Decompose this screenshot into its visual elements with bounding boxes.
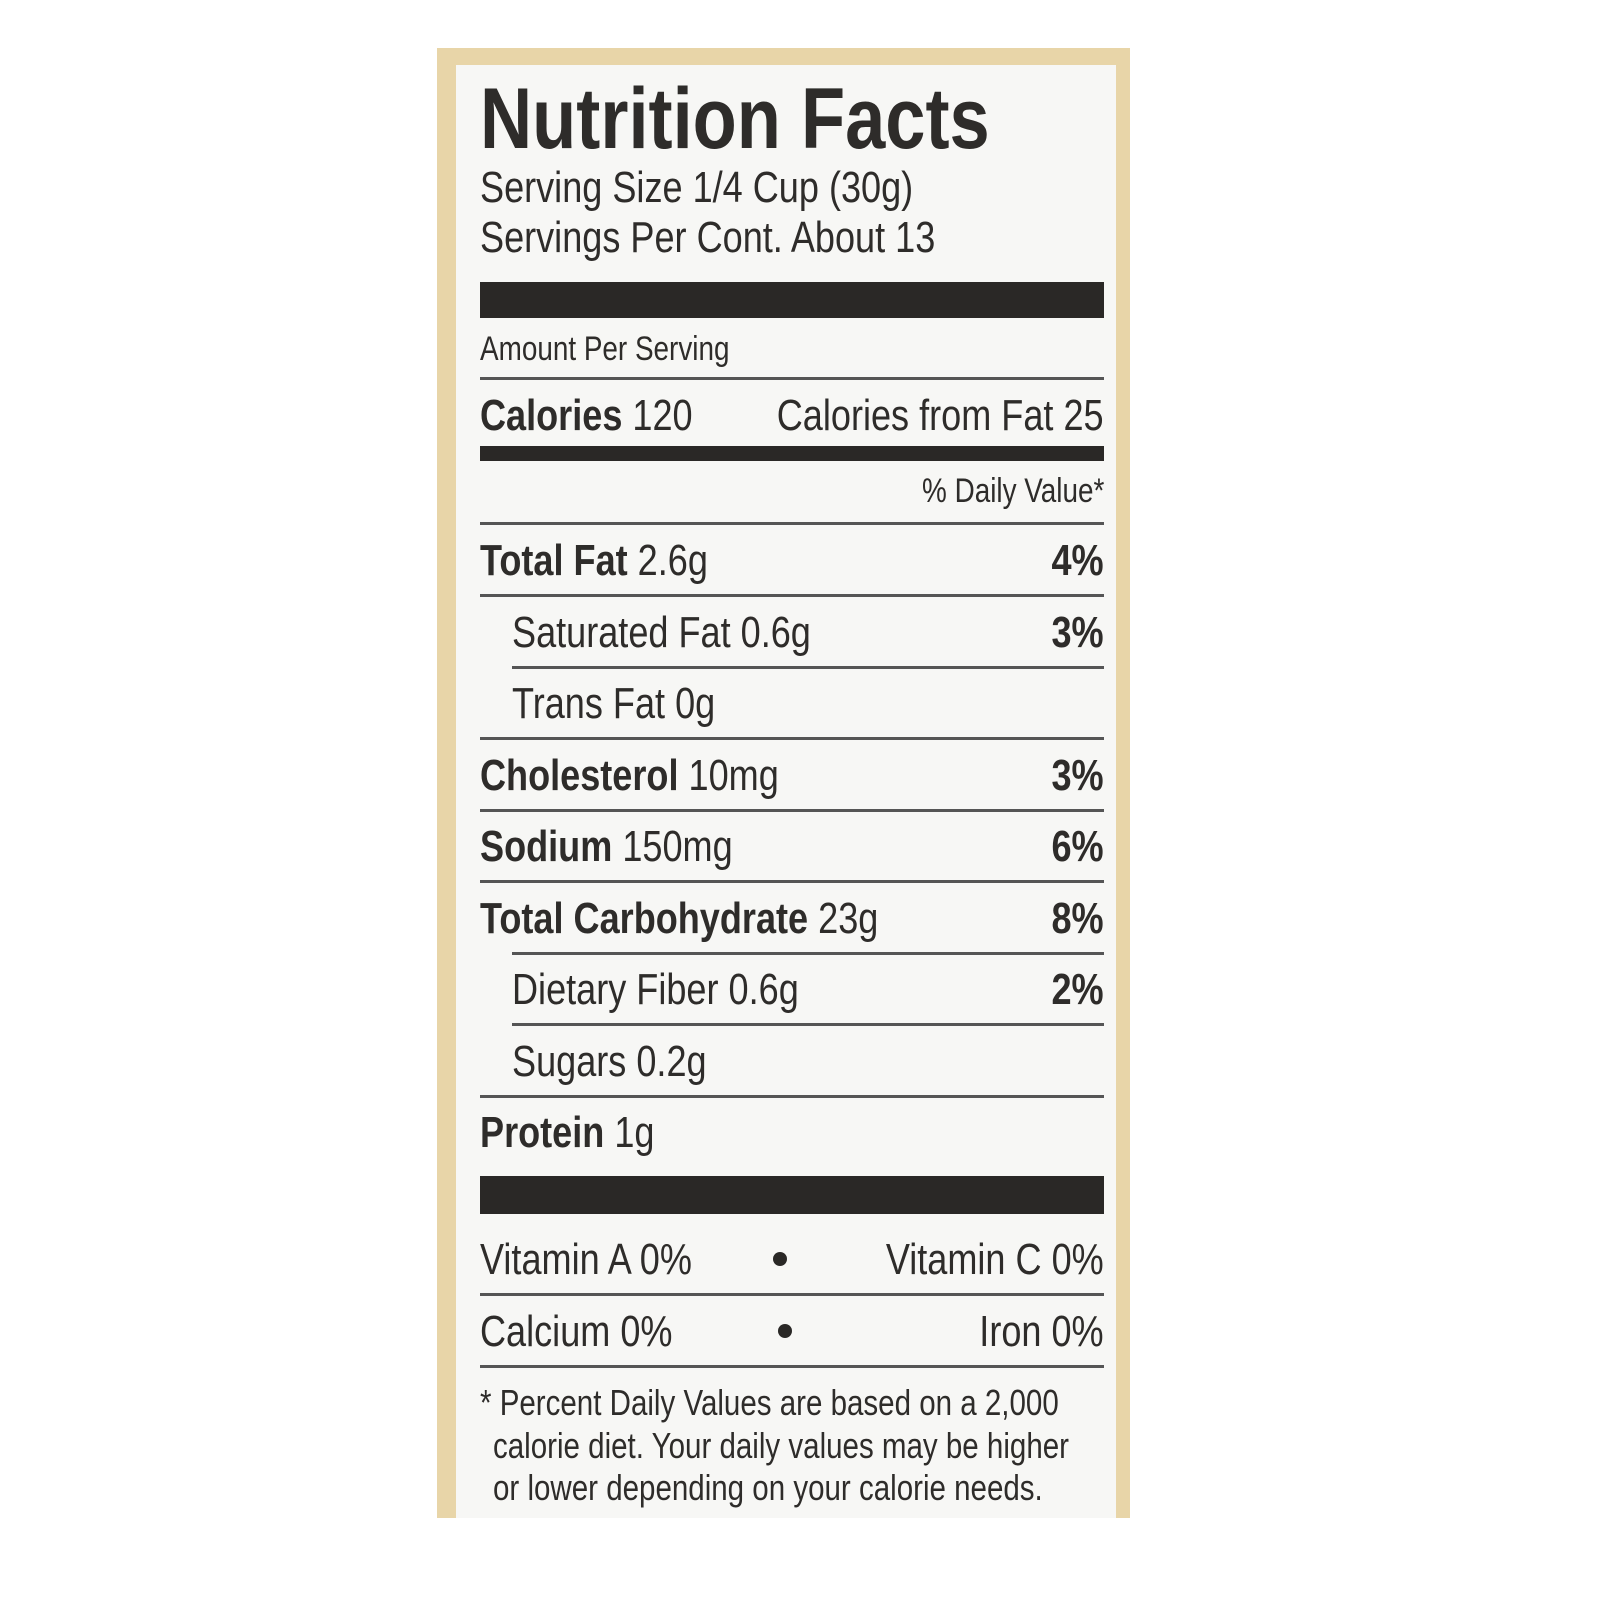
vitamin: Vitamin C 0% — [886, 1235, 1104, 1284]
daily-value: 2% — [1051, 965, 1104, 1014]
rule — [480, 1365, 1104, 1368]
servings-per-container: Servings Per Cont. About 13 — [480, 213, 936, 262]
nutrient-label: Dietary Fiber — [512, 965, 719, 1014]
daily-value: 3% — [1051, 750, 1104, 800]
nutrient-amount: 0g — [675, 679, 716, 728]
nutrient-label: Protein — [480, 1108, 605, 1157]
nutrient-label: Trans Fat — [512, 679, 666, 728]
rule — [480, 1293, 1104, 1296]
vitamin: Calcium 0% — [480, 1307, 673, 1356]
serving-size: Serving Size 1/4 Cup (30g) — [480, 163, 914, 212]
rule — [480, 1094, 1104, 1098]
title: Nutrition Facts — [480, 71, 990, 167]
calories-row: Calories 120 — [480, 394, 693, 438]
daily-value: 4% — [1051, 536, 1104, 585]
rule — [480, 377, 1104, 380]
bullet — [773, 1252, 787, 1266]
rule — [480, 737, 1104, 740]
thick-bar — [480, 1176, 1104, 1214]
nutrient-amount: 10mg — [688, 750, 779, 800]
daily-value-header: % Daily Value* — [921, 472, 1104, 510]
nutrient-row: Trans Fat 0g — [512, 682, 715, 726]
calories-value: 120 — [632, 391, 693, 440]
nutrient-row: Cholesterol 10mg — [480, 750, 779, 800]
bullet — [778, 1324, 792, 1338]
nutrient-amount: 0.6g — [728, 965, 799, 1014]
nutrient-label: Total Fat — [480, 536, 628, 585]
footnote: or lower depending on your calorie needs… — [493, 1467, 1043, 1508]
nutrient-amount: 150mg — [622, 822, 733, 871]
nutrient-row: Saturated Fat 0.6g — [512, 607, 811, 657]
vitamin: Iron 0% — [979, 1307, 1104, 1356]
daily-value: 8% — [1051, 893, 1104, 943]
rule — [512, 665, 1104, 669]
nutrient-amount: 1g — [614, 1108, 655, 1157]
thick-bar — [480, 446, 1104, 461]
rule — [512, 1023, 1104, 1026]
calories-from-fat: Calories from Fat 25 — [777, 391, 1104, 440]
nutrient-label: Sugars — [512, 1036, 627, 1086]
daily-value: 3% — [1051, 607, 1104, 657]
nutrient-amount: 0.2g — [636, 1036, 707, 1086]
nutrient-label: Total Carbohydrate — [480, 893, 809, 943]
rule — [480, 808, 1104, 812]
nutrient-row: Total Fat 2.6g — [480, 539, 708, 583]
rule — [480, 522, 1104, 525]
nutrient-row: Dietary Fiber 0.6g — [512, 968, 799, 1012]
rule — [512, 951, 1104, 955]
nutrient-label: Sodium — [480, 822, 613, 871]
thick-bar — [480, 282, 1104, 318]
amount-per-serving: Amount Per Serving — [480, 330, 730, 368]
nutrient-row: Sugars 0.2g — [512, 1036, 707, 1086]
vitamin: Vitamin A 0% — [480, 1235, 692, 1284]
nutrient-amount: 0.6g — [740, 607, 811, 657]
nutrient-label: Cholesterol — [480, 750, 679, 800]
rule — [480, 594, 1104, 597]
nutrient-amount: 23g — [818, 893, 879, 943]
nutrient-row: Sodium 150mg — [480, 825, 733, 869]
daily-value: 6% — [1051, 822, 1104, 871]
calories-label: Calories — [480, 391, 623, 440]
footnote: calorie diet. Your daily values may be h… — [493, 1425, 1069, 1466]
nutrient-amount: 2.6g — [637, 536, 708, 585]
nutrient-row: Total Carbohydrate 23g — [480, 893, 879, 943]
footnote: * Percent Daily Values are based on a 2,… — [480, 1382, 1059, 1423]
nutrient-label: Saturated Fat — [512, 607, 731, 657]
rule — [480, 880, 1104, 883]
nutrient-row: Protein 1g — [480, 1111, 654, 1155]
